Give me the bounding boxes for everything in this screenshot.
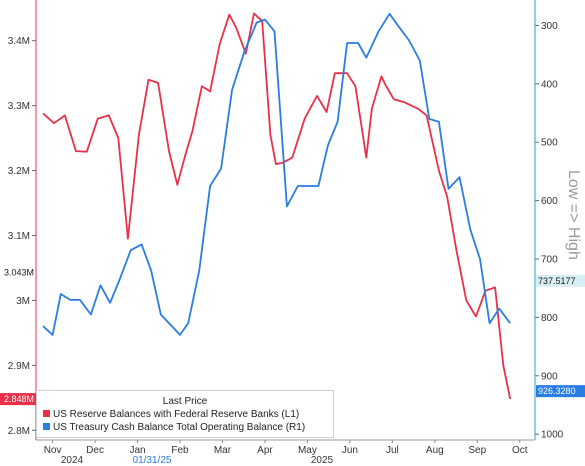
x-year-label: 2025 [311,455,334,466]
x-tick-label: Feb [171,445,189,456]
right-tick-label: 300 [541,21,558,32]
right-tick-label: 1000 [541,430,564,441]
right-tick-label: 600 [541,196,558,207]
x-tick-label: Mar [214,445,232,456]
left-tick-label: 2.8M [8,426,30,437]
x-year-label: 01/31/25 [133,455,172,466]
right-axis-title: Low => High [565,170,582,260]
value-markers: 2.848M 3.043M 737.5177 926.3280 [0,266,585,406]
right-tick-label: 800 [541,313,558,324]
series-line-reserve-balances [42,12,512,400]
x-year-label: 2024 [61,455,84,466]
legend: Last Price US Reserve Balances with Fede… [36,390,334,438]
legend-swatch-blue [43,423,50,430]
x-tick-label: Nov [44,445,62,456]
right-last-value-box [536,385,585,398]
legend-title: Last Price [162,396,208,407]
legend-label: US Treasury Cash Balance Total Operating… [53,422,306,433]
left-marker-box [0,266,36,279]
left-tick-label: 3.3M [8,101,30,112]
right-last-value-label: 926.3280 [538,386,576,396]
left-tick-label: 3.1M [8,231,30,242]
x-tick-label: Dec [86,445,104,456]
right-marker-label: 737.5177 [538,276,576,286]
left-last-value-label: 2.848M [4,394,34,404]
left-tick-label: 3.4M [8,36,30,47]
right-tick-label: 400 [541,79,558,90]
left-axis: 2.8M 2.9M 3M 3.1M 3.2M 3.3M 3.4M [8,36,36,437]
right-tick-label: 900 [541,371,558,382]
x-tick-label: Jul [386,445,399,456]
right-marker-box [536,274,585,287]
x-tick-label: Oct [512,445,528,456]
plot-area [42,12,512,400]
x-axis: Nov Dec Jan Feb Mar Apr May Jun Jul Aug Sep Oct 2024… [44,440,528,466]
left-tick-label: 3.2M [8,166,30,177]
left-marker-label: 3.043M [4,267,34,277]
legend-swatch-red [43,410,50,417]
x-tick-label: Apr [257,445,273,456]
x-tick-label: Jun [342,445,358,456]
right-tick-label: 500 [541,138,558,149]
x-tick-label: Sep [468,445,486,456]
left-tick-label: 3M [16,296,30,307]
left-tick-label: 2.9M [8,361,30,372]
legend-item-reserve-balances: US Reserve Balances with Federal Reserve… [43,408,333,421]
x-tick-label: May [298,445,317,456]
right-tick-label: 700 [541,254,558,265]
right-axis: 300 400 500 600 700 800 900 1000 [535,21,564,441]
legend-item-treasury-cash: US Treasury Cash Balance Total Operating… [43,421,333,434]
legend-label: US Reserve Balances with Federal Reserve… [53,409,300,420]
left-last-value-box [0,393,36,406]
x-tick-label: Jan [129,445,145,456]
x-tick-label: Aug [426,445,444,456]
series-line-treasury-cash [42,12,511,336]
